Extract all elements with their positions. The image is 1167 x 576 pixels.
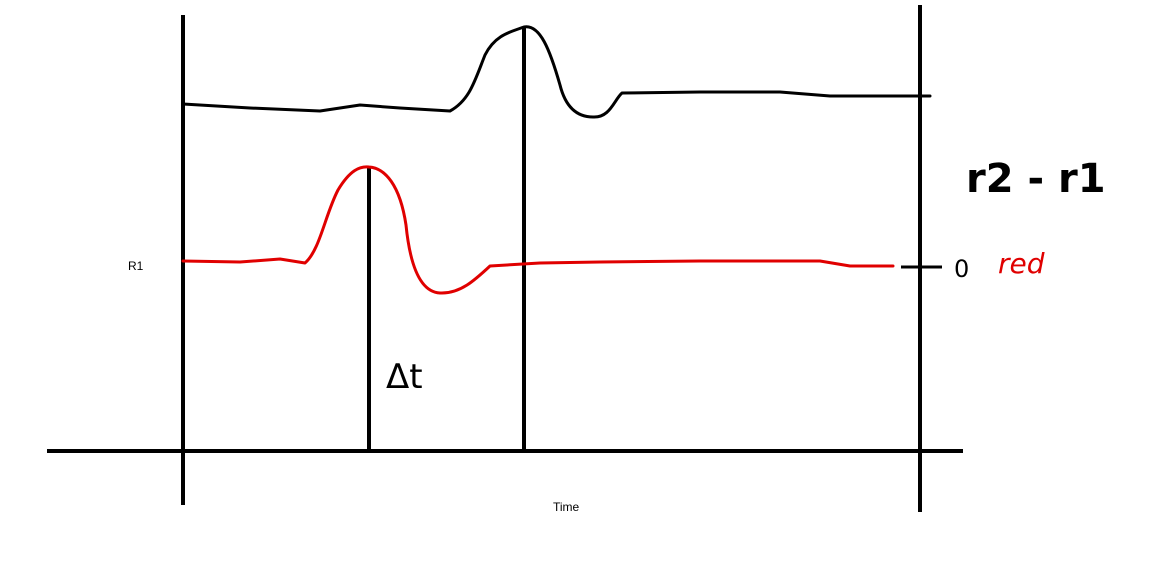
delta-t-label: Δt xyxy=(386,357,423,397)
black-signal-curve xyxy=(181,25,932,119)
difference-label: r2 - r1 xyxy=(966,156,1106,202)
r1-axis-label: R1 xyxy=(128,259,144,273)
red-signal-curve xyxy=(181,165,895,295)
red-note-label: red xyxy=(998,247,1045,280)
time-axis-label: Time xyxy=(553,500,580,514)
zero-label: 0 xyxy=(954,255,969,283)
